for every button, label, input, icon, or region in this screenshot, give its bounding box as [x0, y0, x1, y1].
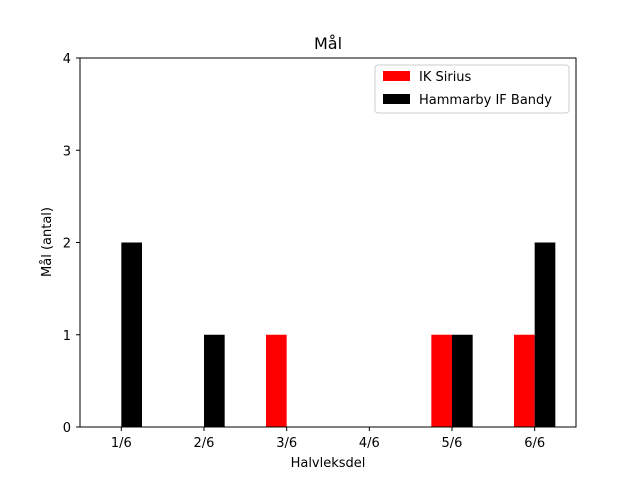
y-axis-ticks: 0 1 2 3 4 [63, 52, 80, 436]
legend-swatch [383, 94, 410, 104]
y-tick-label: 1 [63, 329, 71, 344]
bar-hammarby-if-bandy-5 [452, 334, 473, 427]
chart-title: Mål [314, 34, 342, 53]
legend-box [374, 64, 570, 114]
y-tick-label: 0 [63, 421, 71, 436]
x-tick-label: 5/6 [442, 436, 463, 451]
x-tick-label: 4/6 [359, 436, 380, 451]
legend-label: IK Sirius [419, 70, 472, 85]
legend-label: Hammarby IF Bandy [419, 93, 552, 108]
x-tick-label: 6/6 [524, 436, 545, 451]
x-axis-ticks: 1/6 2/6 3/6 4/6 5/6 6/6 [111, 427, 545, 451]
bar-ik-sirius-6 [514, 334, 535, 427]
bar-hammarby-if-bandy-6 [534, 242, 556, 427]
y-axis-title: Mål (antal) [40, 207, 55, 277]
y-tick-label: 4 [63, 52, 71, 67]
bar-hammarby-if-bandy-1 [121, 242, 142, 427]
bars [121, 242, 556, 427]
x-tick-label: 2/6 [194, 436, 215, 451]
bar-ik-sirius-3 [266, 334, 287, 427]
x-tick-label: 3/6 [276, 436, 297, 451]
legend-swatch [383, 71, 410, 81]
y-tick-label: 3 [63, 144, 71, 159]
x-tick-label: 1/6 [111, 436, 132, 451]
plot-frame [79, 57, 577, 428]
y-tick-label: 2 [63, 237, 71, 252]
x-axis-title: Halvleksdel [291, 456, 366, 471]
bar-ik-sirius-5 [431, 334, 452, 427]
legend: IK Sirius Hammarby IF Bandy [374, 64, 570, 114]
bar-hammarby-if-bandy-2 [204, 334, 225, 427]
